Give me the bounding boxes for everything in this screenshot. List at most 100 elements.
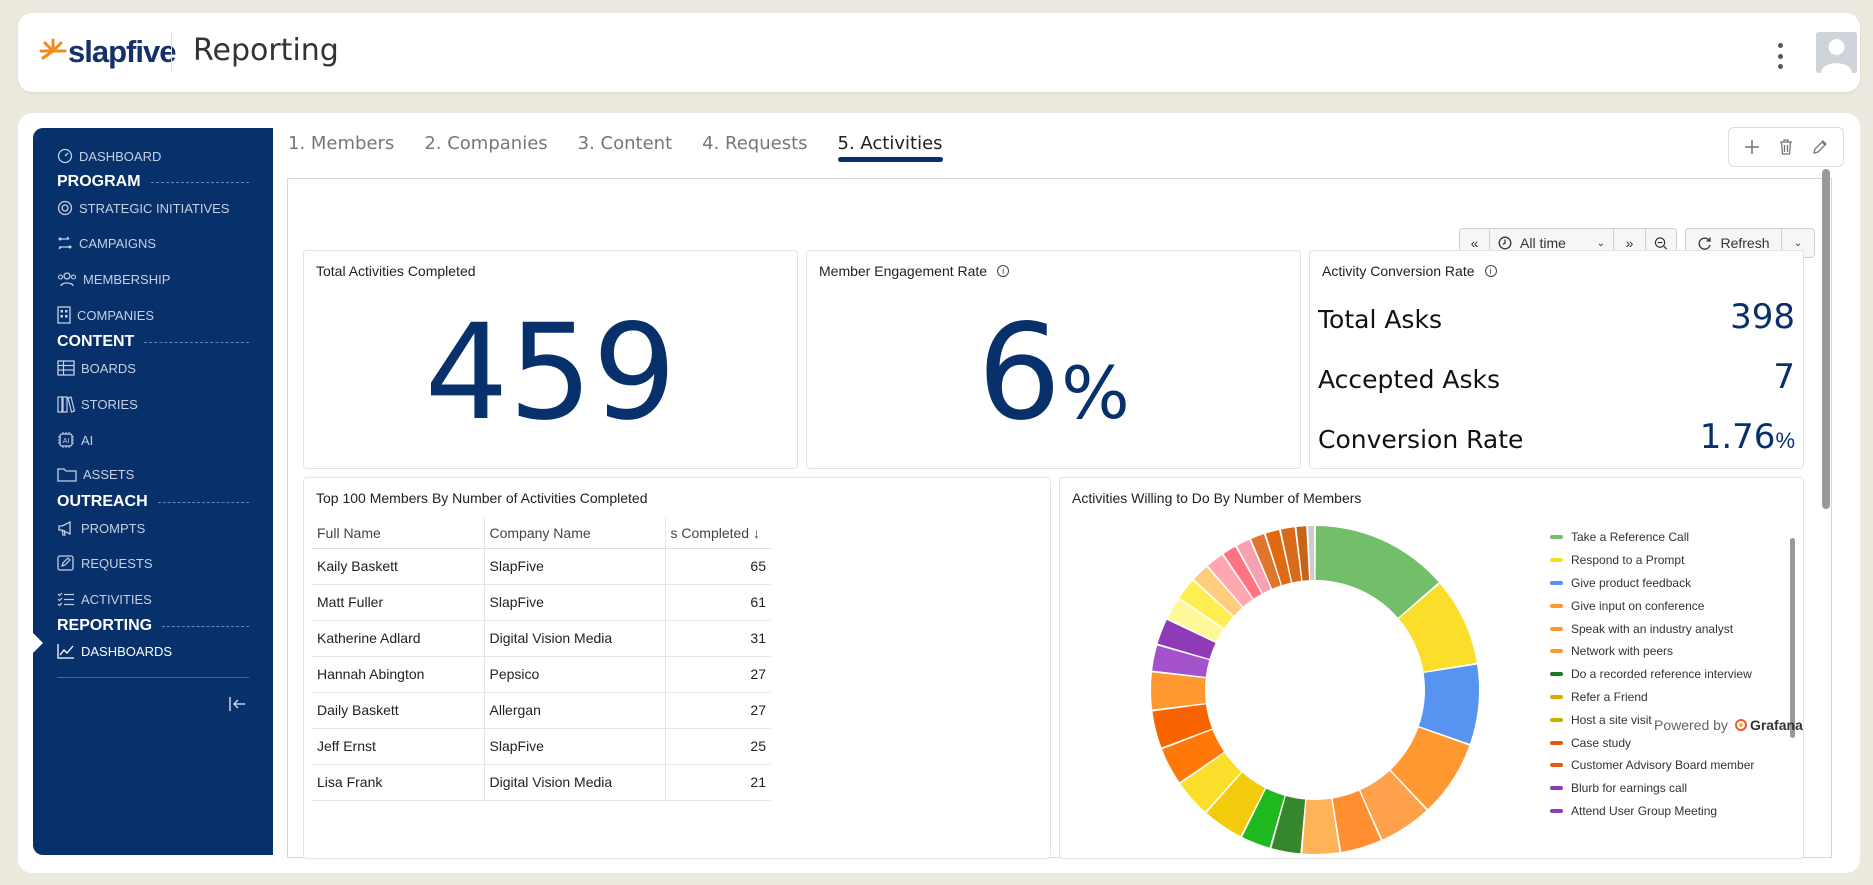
legend-item[interactable]: Blurb for earnings call [1550, 777, 1754, 800]
sidebar-item-prompts[interactable]: PROMPTS [57, 520, 145, 536]
tab-members[interactable]: 1. Members [288, 133, 395, 154]
sidebar-item-requests[interactable]: REQUESTS [57, 555, 153, 571]
donut-slice[interactable] [1315, 526, 1439, 618]
tab-content[interactable]: 3. Content [577, 133, 673, 154]
panel-title: Member Engagement Rate i [819, 263, 1010, 279]
legend-item[interactable]: Refer a Friend [1550, 686, 1754, 709]
refresh-button[interactable]: Refresh [1686, 229, 1782, 257]
donut-slice[interactable] [1167, 599, 1224, 642]
more-options-icon[interactable] [1772, 43, 1788, 69]
time-range-picker[interactable]: All time ⌄ [1490, 229, 1614, 257]
donut-slice[interactable] [1418, 664, 1479, 744]
edit-icon[interactable] [1811, 138, 1829, 156]
sidebar-item-campaigns[interactable]: CAMPAIGNS [57, 235, 156, 251]
legend-item[interactable]: Case study [1550, 731, 1754, 754]
donut-slice[interactable] [1208, 554, 1253, 607]
column-header-company[interactable]: Company Name [484, 518, 666, 549]
tab-requests[interactable]: 4. Requests [702, 133, 808, 154]
donut-slice[interactable] [1223, 546, 1262, 599]
donut-slice[interactable] [1236, 539, 1271, 594]
table-row[interactable]: Lisa Frank Digital Vision Media 21 [312, 764, 771, 801]
sidebar-item-companies[interactable]: COMPANIES [57, 306, 154, 324]
donut-slice[interactable] [1360, 770, 1427, 840]
legend-scrollbar[interactable] [1788, 530, 1796, 770]
cell-completed: 25 [665, 728, 771, 765]
legend-item[interactable]: Customer Advisory Board member [1550, 754, 1754, 777]
collapse-sidebar-icon[interactable] [228, 695, 248, 718]
dashboard-scrollbar[interactable] [1820, 157, 1832, 717]
info-icon[interactable]: i [997, 265, 1010, 277]
donut-slice[interactable] [1193, 566, 1243, 616]
table-row[interactable]: Katherine Adlard Digital Vision Media 31 [312, 620, 771, 657]
column-header-completed[interactable]: s Completed ↓ [665, 518, 771, 549]
cell-full-name: Lisa Frank [312, 764, 485, 801]
refresh-interval-dropdown[interactable]: ⌄ [1793, 237, 1803, 249]
donut-slice[interactable] [1180, 752, 1242, 812]
legend-item[interactable]: Speak with an industry analyst [1550, 617, 1754, 640]
donut-slice[interactable] [1242, 788, 1285, 848]
donut-slice[interactable] [1152, 704, 1212, 748]
legend-item[interactable]: Do a recorded reference interview [1550, 663, 1754, 686]
legend-label: Do a recorded reference interview [1571, 667, 1752, 682]
sidebar-item-assets[interactable]: ASSETS [57, 466, 134, 482]
donut-slice[interactable] [1179, 580, 1233, 629]
table-row[interactable]: Kaily Baskett SlapFive 65 [312, 548, 771, 585]
logo[interactable]: slapfive [38, 31, 176, 73]
sidebar-item-boards[interactable]: BOARDS [57, 360, 136, 376]
logo-text: slapfive [68, 34, 176, 69]
sidebar-item-membership[interactable]: MEMBERSHIP [57, 271, 170, 287]
legend-item[interactable]: Host a site visit [1550, 708, 1754, 731]
info-icon[interactable]: i [1484, 265, 1497, 277]
legend-item[interactable]: Respond to a Prompt [1550, 549, 1754, 572]
sidebar-item-label: ASSETS [83, 466, 135, 482]
legend-item[interactable]: Give input on conference [1550, 594, 1754, 617]
donut-slice[interactable] [1206, 772, 1265, 837]
legend-item[interactable]: Network with peers [1550, 640, 1754, 663]
trash-icon[interactable] [1777, 138, 1795, 156]
donut-slice[interactable] [1271, 796, 1306, 854]
donut-slice[interactable] [1152, 645, 1210, 677]
tab-activities[interactable]: 5. Activities [837, 133, 943, 162]
sidebar-item-dashboards[interactable]: DASHBOARDS [57, 643, 172, 659]
legend-label: Refer a Friend [1571, 689, 1648, 704]
donut-slice[interactable] [1296, 526, 1310, 581]
donut-slice[interactable] [1151, 672, 1206, 710]
time-forward-button[interactable]: » [1614, 229, 1646, 257]
legend-swatch [1550, 558, 1563, 563]
cell-full-name: Matt Fuller [312, 584, 485, 621]
donut-slice[interactable] [1332, 790, 1381, 852]
sidebar-item-ai[interactable]: AI AI [57, 431, 93, 449]
table-row[interactable]: Jeff Ernst SlapFive 25 [312, 728, 771, 765]
sidebar-item-dashboard[interactable]: DASHBOARD [57, 148, 161, 164]
tab-companies[interactable]: 2. Companies [424, 133, 548, 154]
legend-item[interactable]: Take a Reference Call [1550, 526, 1754, 549]
sidebar-item-strategic-initiatives[interactable]: STRATEGIC INITIATIVES [57, 200, 229, 216]
add-icon[interactable] [1743, 138, 1761, 156]
legend-item[interactable]: Give product feedback [1550, 572, 1754, 595]
sidebar-item-stories[interactable]: STORIES [57, 395, 138, 413]
donut-slice[interactable] [1398, 583, 1477, 672]
table-row[interactable]: Daily Baskett Allergan 27 [312, 692, 771, 729]
time-back-button[interactable]: « [1460, 229, 1490, 257]
zoom-out-button[interactable] [1646, 229, 1676, 257]
donut-slice[interactable] [1302, 798, 1340, 854]
donut-slice[interactable] [1157, 619, 1216, 659]
donut-slice[interactable] [1162, 729, 1225, 783]
donut-slice[interactable] [1390, 727, 1470, 810]
chevron-down-icon: ⌄ [1596, 237, 1605, 249]
avatar[interactable] [1816, 32, 1857, 73]
legend-item[interactable]: Attend User Group Meeting [1550, 800, 1754, 823]
sidebar-item-label: STORIES [81, 396, 138, 412]
sidebar-item-activities[interactable]: ACTIVITIES [57, 591, 152, 607]
donut-slice[interactable] [1308, 526, 1315, 581]
table-row[interactable]: Hannah Abington Pepsico 27 [312, 656, 771, 693]
table-row[interactable]: Matt Fuller SlapFive 61 [312, 584, 771, 621]
donut-slice[interactable] [1251, 534, 1281, 589]
active-indicator [33, 633, 43, 653]
donut-slice[interactable] [1265, 529, 1291, 586]
column-header-full-name[interactable]: Full Name [312, 518, 485, 549]
legend-label: Case study [1571, 735, 1632, 750]
legend-label: Take a Reference Call [1571, 530, 1690, 545]
donut-slice[interactable] [1280, 527, 1302, 583]
stat-conversion-rate: Conversion Rate 1.76% [1318, 417, 1795, 457]
